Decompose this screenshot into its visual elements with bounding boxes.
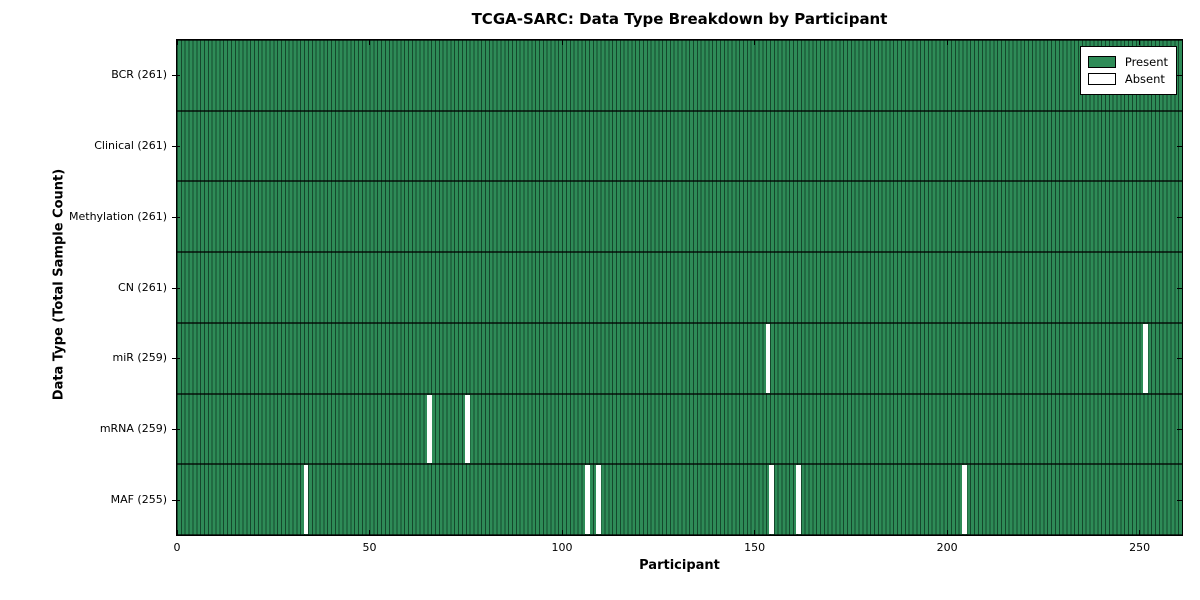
x-tick-mark <box>1139 40 1141 45</box>
y-tick-label: mRNA (259) <box>99 421 167 435</box>
legend-entry-present: Present <box>1087 55 1168 69</box>
x-tick-label: 0 <box>173 541 181 554</box>
y-tick-mark <box>172 146 180 148</box>
y-tick-mark <box>172 216 180 218</box>
y-tick-mark-right <box>1177 358 1182 360</box>
absent-bar <box>596 465 602 534</box>
x-tick-label: 100 <box>551 541 573 554</box>
y-tick-label: Methylation (261) <box>69 209 167 223</box>
y-tick-mark-right <box>1177 499 1182 501</box>
x-tick-label: 150 <box>744 541 766 554</box>
datatype-row-BCR <box>177 40 1182 111</box>
legend-label: Present <box>1124 55 1168 69</box>
legend-entry-absent: Absent <box>1087 72 1168 86</box>
y-tick-mark-right <box>1177 428 1182 430</box>
y-tick-label: MAF (255) <box>110 492 167 506</box>
datatype-row-mRNA <box>177 393 1182 465</box>
absent-bar <box>769 465 775 534</box>
datatype-row-Clinical <box>177 110 1182 182</box>
x-tick-mark <box>369 40 371 45</box>
y-tick-mark-right <box>1177 287 1182 289</box>
datatype-row-CN <box>177 252 1182 323</box>
datatype-row-MAF <box>177 464 1182 535</box>
plot-area: Present Absent <box>176 39 1183 536</box>
y-tick-label: BCR (261) <box>111 68 167 82</box>
x-tick-mark <box>177 530 178 535</box>
y-tick-mark <box>172 358 180 360</box>
y-tick-mark-right <box>1177 75 1182 77</box>
y-tick-label: miR (259) <box>112 351 168 365</box>
y-tick-mark <box>172 75 180 77</box>
y-tick-mark-right <box>1177 216 1182 218</box>
absent-bar <box>765 323 771 393</box>
absent-bar <box>1142 323 1148 393</box>
x-tick-mark <box>561 530 563 535</box>
x-tick-label: 50 <box>362 541 377 554</box>
y-tick-label: CN (261) <box>118 280 167 294</box>
x-tick-mark <box>754 530 756 535</box>
y-axis-label: Data Type (Total Sample Count) <box>51 168 67 401</box>
legend-swatch-icon <box>1087 73 1116 85</box>
y-tick-mark-right <box>1177 146 1182 148</box>
absent-bar <box>584 465 590 534</box>
x-tick-label: 250 <box>1129 541 1151 554</box>
x-tick-mark <box>946 40 948 45</box>
absent-bar <box>962 465 967 534</box>
x-tick-mark <box>561 40 563 45</box>
x-tick-label: 200 <box>936 541 958 554</box>
y-tick-mark <box>172 428 180 430</box>
absent-bar <box>426 394 432 464</box>
chart-title: TCGA-SARC: Data Type Breakdown by Partic… <box>471 10 888 28</box>
legend-swatch-icon <box>1087 56 1116 68</box>
legend: Present Absent <box>1079 46 1177 95</box>
y-tick-label: Clinical (261) <box>94 139 167 153</box>
absent-bar <box>796 465 802 534</box>
x-tick-mark <box>1139 530 1141 535</box>
x-tick-mark <box>177 40 178 45</box>
y-tick-mark <box>172 499 180 501</box>
absent-bar <box>465 394 471 464</box>
datatype-row-miR <box>177 322 1182 394</box>
datatype-row-Methylation <box>177 181 1182 253</box>
x-tick-mark <box>946 530 948 535</box>
y-tick-mark <box>172 287 180 289</box>
x-tick-mark <box>754 40 756 45</box>
x-axis-label: Participant <box>639 558 720 573</box>
absent-bar <box>303 465 309 534</box>
x-tick-mark <box>369 530 371 535</box>
legend-label: Absent <box>1124 72 1165 86</box>
